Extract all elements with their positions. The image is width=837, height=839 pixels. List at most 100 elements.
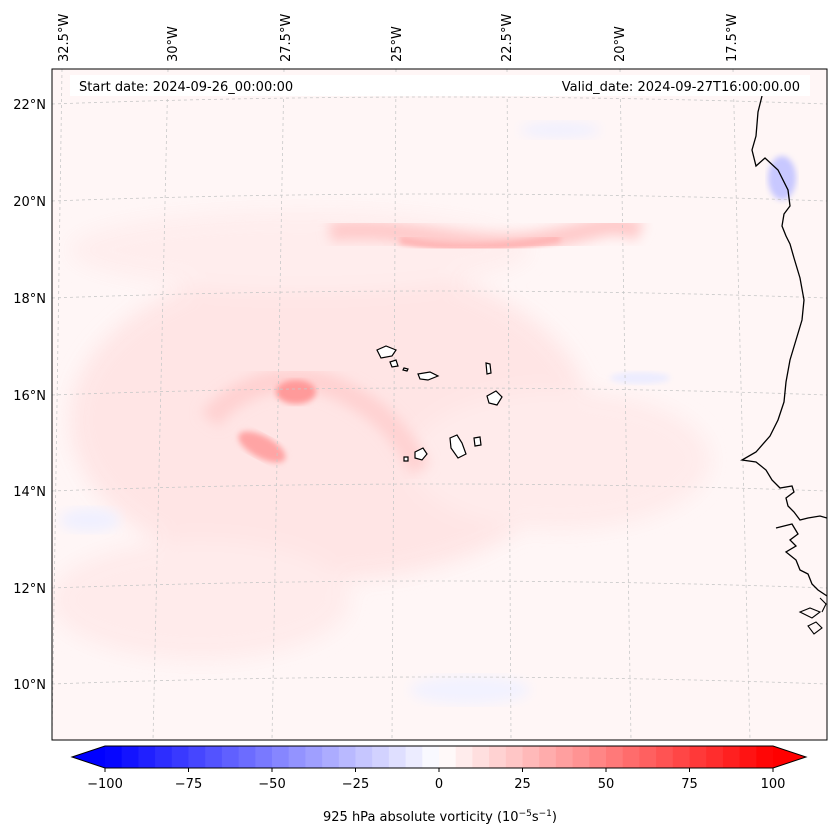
colorbar-cell — [689, 746, 707, 768]
colorbar-cell — [338, 746, 357, 768]
colorbar-cell — [672, 746, 691, 768]
colorbar-cell — [238, 746, 256, 768]
colorbar-cell — [188, 746, 206, 768]
graticule — [52, 69, 827, 740]
island-santo-antao — [376, 345, 397, 359]
disturbance-swirl — [201, 369, 430, 475]
valid-date-label: Valid_date: 2024-09-27T16:00:00.00 — [562, 80, 800, 95]
colorbar-cell — [121, 746, 139, 768]
colorbar-cell — [422, 746, 440, 768]
lon-label: 20°W — [613, 26, 628, 62]
lat-label: 12°N — [13, 582, 46, 597]
negative-vorticity-patch — [610, 372, 670, 384]
colorbar-cell — [589, 746, 607, 768]
colorbar-tick-label: −75 — [175, 777, 202, 792]
colorbar-cell — [522, 746, 540, 768]
colorbar-cell — [405, 746, 423, 768]
colorbar-tick-label: 100 — [761, 777, 786, 792]
colorbar-cell — [555, 746, 574, 768]
colorbar-cell — [372, 746, 390, 768]
africa-coastline — [740, 95, 827, 521]
colorbar-cell — [622, 746, 640, 768]
colorbar-tick-label: −50 — [258, 777, 285, 792]
lon-label: 25°W — [390, 26, 405, 62]
lat-label: 20°N — [13, 195, 46, 210]
lat-label: 18°N — [13, 292, 46, 307]
colorbar-cells — [105, 746, 774, 768]
lon-label: 22.5°W — [500, 14, 515, 62]
colorbar-cell — [272, 746, 290, 768]
colorbar-cell — [288, 746, 306, 768]
lon-label: 32.5°W — [57, 14, 72, 62]
colorbar-cell — [606, 746, 624, 768]
colorbar-cell — [472, 746, 490, 768]
colorbar-cell — [572, 746, 590, 768]
colorbar-cell — [505, 746, 524, 768]
lat-label: 10°N — [13, 678, 46, 693]
coast-fragment — [819, 597, 827, 613]
vorticity-band-core — [399, 234, 561, 252]
colorbar-tick-label: −25 — [342, 777, 369, 792]
colorbar-label: 925 hPa absolute vorticity (10−5s−1) — [323, 809, 557, 825]
island-maio — [473, 436, 482, 447]
colorbar-extend-high — [773, 746, 806, 768]
colorbar-cell — [155, 746, 173, 768]
colorbar-cell — [656, 746, 674, 768]
colorbar-tick-label: 25 — [514, 777, 531, 792]
colorbar-ticks: −100 −75 −50 −25 0 25 50 75 100 — [87, 768, 785, 792]
vorticity-broad-region-south — [52, 540, 350, 660]
lat-label: 16°N — [13, 389, 46, 404]
date-label-background — [70, 75, 810, 96]
vorticity-max-south — [238, 431, 286, 463]
lon-label: 27.5°W — [279, 14, 294, 62]
lon-label: 30°W — [166, 26, 181, 62]
colorbar-cell — [255, 746, 273, 768]
island-fogo — [414, 447, 428, 461]
bijagos-island — [798, 607, 822, 619]
longitude-labels: 32.5°W 30°W 27.5°W 25°W 22.5°W 20°W 17.5… — [57, 14, 740, 62]
start-date-label: Start date: 2024-09-26_00:00:00 — [79, 80, 293, 95]
vorticity-field — [52, 69, 827, 740]
colorbar-cell — [138, 746, 156, 768]
island-santiago — [449, 434, 467, 459]
island-sal — [485, 362, 492, 375]
colorbar-cell — [455, 746, 473, 768]
lon-label: 17.5°W — [725, 14, 740, 62]
colorbar-cell — [706, 746, 724, 768]
cape-verde-islands — [376, 345, 503, 462]
island-sao-vicente — [389, 359, 399, 368]
colorbar-cell — [388, 746, 407, 768]
vorticity-broad-region-east — [410, 390, 710, 530]
latitude-labels: 22°N 20°N 18°N 16°N 14°N 12°N 10°N — [13, 98, 46, 693]
colorbar-cell — [171, 746, 190, 768]
map-panel: Start date: 2024-09-26_00:00:00 Valid_da… — [51, 68, 828, 741]
colorbar-cell — [355, 746, 373, 768]
colorbar-cell — [756, 746, 774, 768]
colorbar-cell — [305, 746, 323, 768]
guinea-bissau-coastline — [775, 523, 827, 597]
colorbar-cell — [221, 746, 240, 768]
map-frame — [51, 68, 828, 741]
colorbar-cell — [489, 746, 507, 768]
colorbar-cell — [539, 746, 557, 768]
vorticity-max-north — [276, 380, 316, 404]
negative-vorticity-patch-south — [410, 676, 530, 704]
colorbar-extend-low — [72, 746, 105, 768]
colorbar: −100 −75 −50 −25 0 25 50 75 100 925 hPa absolute… — [70, 745, 808, 825]
negative-vorticity-patch-west — [60, 508, 120, 532]
colorbar-cell — [639, 746, 657, 768]
island-santa-luzia — [402, 367, 409, 372]
island-brava — [403, 456, 409, 462]
colorbar-tick-label: 50 — [598, 777, 615, 792]
colorbar-cell — [722, 746, 741, 768]
colorbar-cell — [322, 746, 340, 768]
colorbar-tick-label: −100 — [87, 777, 123, 792]
colorbar-cell — [439, 746, 457, 768]
colorbar-tick-label: 0 — [435, 777, 443, 792]
island-boa-vista — [486, 390, 503, 406]
lat-label: 22°N — [13, 98, 46, 113]
negative-vorticity-patch-north — [520, 122, 600, 138]
bijagos-island-2 — [807, 621, 823, 635]
lat-label: 14°N — [13, 485, 46, 500]
